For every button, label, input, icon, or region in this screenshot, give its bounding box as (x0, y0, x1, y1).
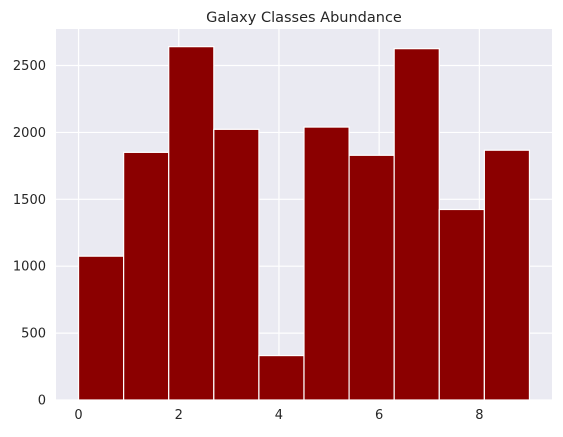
x-tick-label: 4 (275, 408, 283, 423)
y-tick-label: 1000 (13, 260, 46, 275)
y-tick-label: 2500 (13, 59, 46, 74)
x-axis-ticks: 0 2 4 6 8 (74, 408, 483, 423)
x-tick-label: 2 (175, 408, 183, 423)
chart-title: Galaxy Classes Abundance (206, 10, 402, 26)
x-tick-label: 8 (475, 408, 483, 423)
y-tick-label: 500 (21, 327, 46, 342)
y-tick-label: 1500 (13, 193, 46, 208)
histogram-bar (123, 151, 170, 401)
histogram-bar (438, 208, 485, 401)
histogram-bar (393, 48, 440, 401)
histogram-bar (168, 46, 215, 401)
histogram-bar (348, 154, 395, 401)
histogram-bar (483, 149, 531, 401)
y-tick-label: 2000 (13, 126, 46, 141)
x-tick-label: 6 (375, 408, 383, 423)
histogram-bar (77, 255, 125, 401)
histogram-bars (77, 46, 531, 401)
histogram-bar (213, 128, 260, 401)
histogram-bar (303, 126, 350, 401)
histogram-bar (258, 354, 305, 401)
x-tick-label: 0 (74, 408, 82, 423)
y-tick-label: 0 (38, 394, 46, 409)
y-axis-ticks: 0 500 1000 1500 2000 2500 (13, 59, 46, 408)
